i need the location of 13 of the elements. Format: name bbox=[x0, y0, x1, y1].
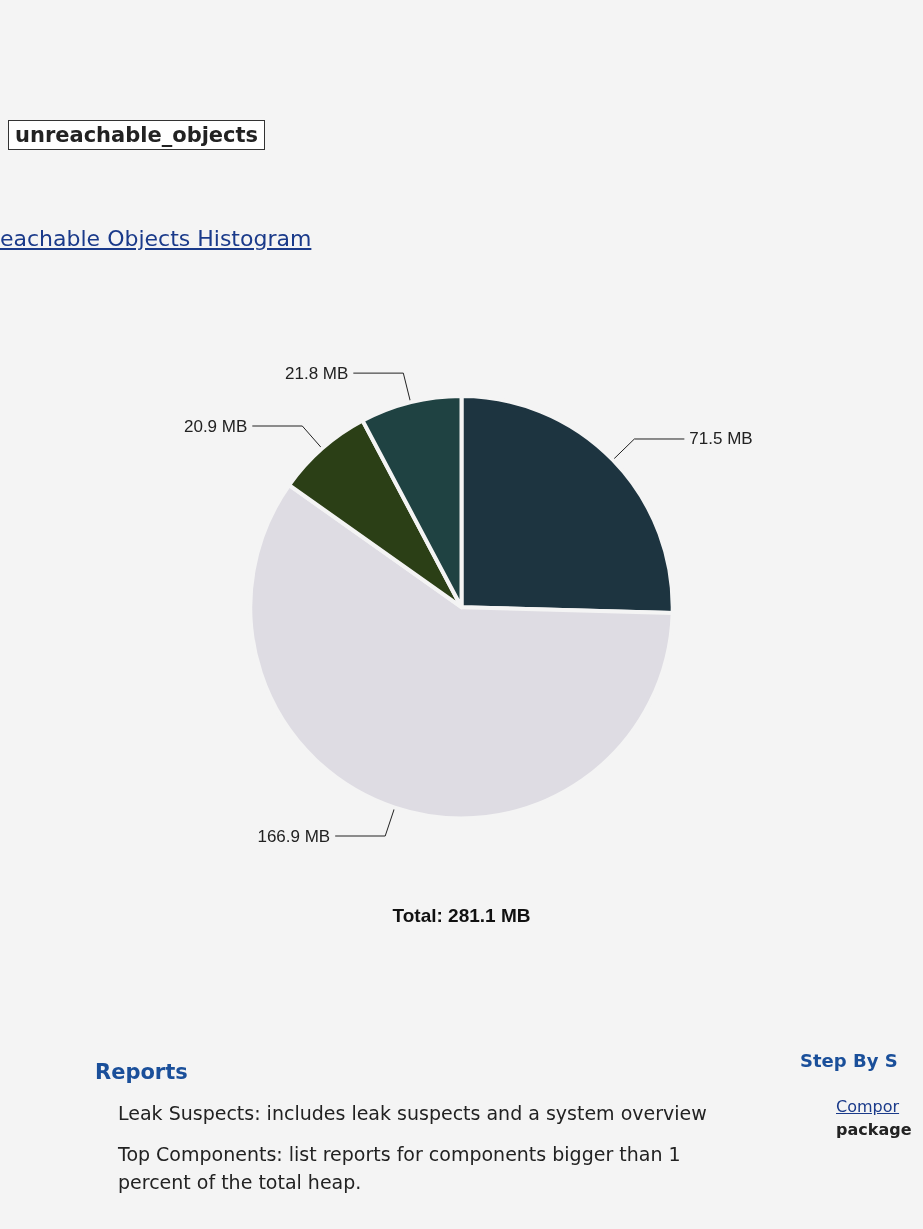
data-label: 71.5 MB bbox=[689, 429, 753, 449]
text: Step By S bbox=[800, 1050, 898, 1071]
data-label: 20.9 MB bbox=[183, 416, 248, 436]
text: Reports bbox=[95, 1060, 188, 1084]
data-label: 166.9 MB bbox=[257, 826, 331, 846]
text: Compor bbox=[836, 1097, 900, 1116]
text: unreachable_objects bbox=[8, 120, 266, 150]
data-label: 21.8 MB bbox=[285, 363, 349, 383]
text: eachable Objects Histogram bbox=[0, 226, 312, 251]
text: package bbox=[836, 1120, 912, 1139]
text: Top Components: list reports for components bigger than 1 percent of the total heap. bbox=[118, 1142, 682, 1195]
text: Leak Suspects: includes leak suspects and a system overview bbox=[118, 1102, 708, 1124]
text: Total: 281.1 MB bbox=[392, 905, 531, 926]
